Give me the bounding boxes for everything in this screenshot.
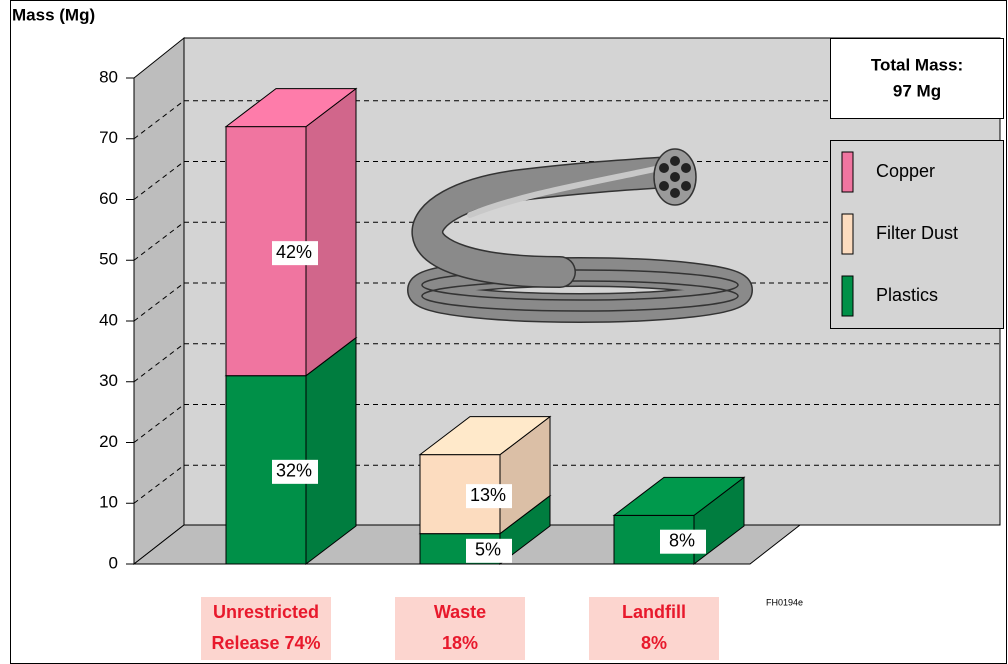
value-label: 8%: [669, 530, 695, 550]
value-label-box: [466, 484, 512, 509]
x-tick-label: Landfill 8%: [622, 602, 686, 653]
grid-line: [133, 221, 185, 261]
legend-label: Filter Dust: [876, 223, 958, 243]
y-tick-label: 30: [99, 371, 118, 390]
category-box: [395, 597, 525, 660]
y-tick-label: 0: [109, 553, 118, 572]
x-tick-label: Unrestricted Release 74%: [211, 602, 320, 653]
bar-side: [305, 87, 357, 377]
category-box: [589, 597, 719, 660]
y-tick-label: 20: [99, 432, 118, 451]
grid-line: [133, 282, 185, 322]
grid-line: [133, 100, 185, 140]
y-tick-label: 10: [99, 493, 118, 512]
total-label: Total Mass:: [871, 55, 963, 74]
total-value: 97 Mg: [893, 81, 941, 100]
legend-label: Copper: [876, 161, 935, 181]
y-tick-label: 50: [99, 250, 118, 269]
value-label-box: [272, 241, 318, 266]
value-label: 32%: [276, 461, 312, 481]
total-box: [830, 38, 1004, 119]
legend-swatch: [841, 275, 854, 317]
y-tick-label: 60: [99, 189, 118, 208]
grid-line: [133, 343, 185, 383]
grid-line: [133, 404, 185, 443]
category-box: [201, 597, 331, 660]
y-axis-label: Mass (Mg): [12, 5, 95, 24]
value-label-box: [466, 538, 512, 563]
side-wall: [133, 36, 185, 566]
bar-side: [305, 336, 357, 566]
bar-top: [224, 88, 358, 128]
grid-line: [133, 464, 185, 504]
cable-illustration: [407, 148, 753, 323]
legend-swatch: [841, 151, 854, 193]
legend: [830, 140, 1004, 329]
y-tick-label: 40: [99, 310, 118, 329]
y-tick-label: 70: [99, 128, 118, 147]
value-label: 13%: [470, 485, 506, 505]
bar-top: [612, 476, 746, 516]
value-label-box: [660, 529, 706, 554]
x-tick-label: Waste 18%: [434, 602, 486, 653]
value-label-box: [272, 459, 318, 484]
legend-swatch: [841, 213, 854, 255]
y-tick-label: 80: [99, 67, 118, 86]
bars: 32% 42% 5% 13% 8%: [224, 87, 746, 566]
bar-top: [418, 416, 552, 456]
value-label: 42%: [276, 242, 312, 262]
grid-line: [133, 161, 185, 200]
value-label: 5%: [475, 540, 501, 560]
figure-code: FH0194e: [766, 597, 803, 607]
legend-label: Plastics: [876, 285, 938, 305]
